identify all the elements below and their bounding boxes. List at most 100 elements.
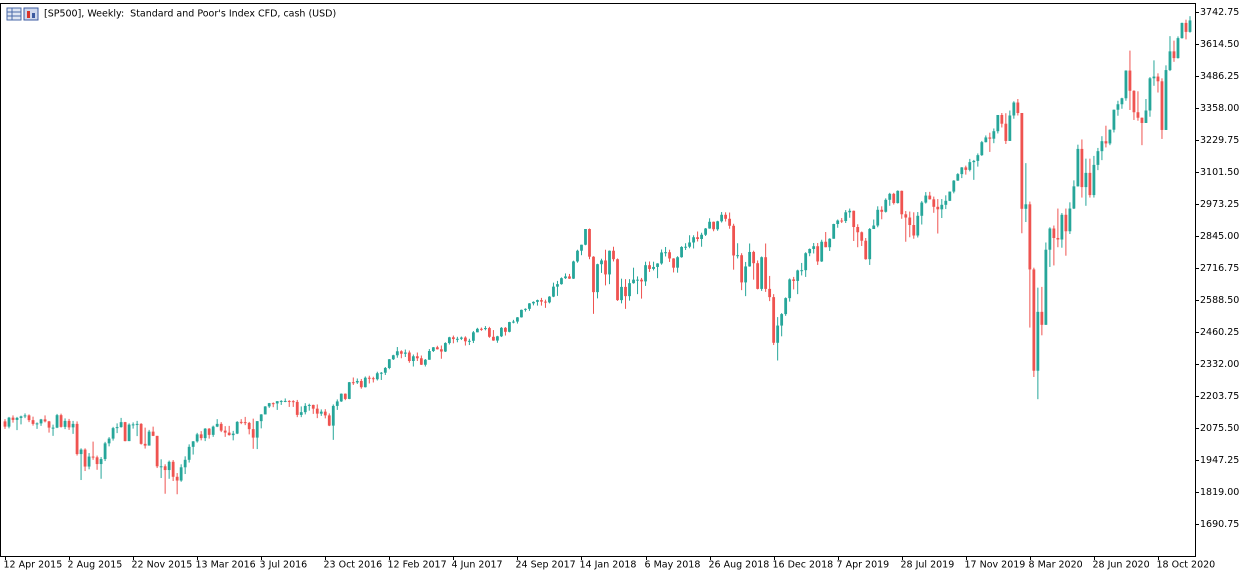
candle-body (159, 466, 163, 468)
candle-body (375, 373, 379, 380)
candle-body (844, 212, 848, 222)
candle-body (171, 461, 175, 477)
candle-body (147, 431, 151, 446)
candle-body (852, 210, 856, 228)
candle-body (191, 441, 195, 447)
candle-body (516, 317, 519, 322)
candle-body (391, 355, 395, 360)
candle-body (916, 215, 920, 236)
candle-body (980, 142, 984, 156)
candle-body (1016, 102, 1020, 113)
candle-body (704, 228, 707, 235)
candle-body (720, 214, 724, 222)
candle-body (131, 424, 135, 426)
candle-body (107, 438, 111, 444)
candle-body (740, 255, 744, 283)
candle-body (580, 244, 583, 251)
candle-body (459, 337, 463, 339)
candle-body (387, 359, 391, 368)
candle-body (876, 209, 880, 226)
candle-body (83, 449, 87, 467)
candle-body (500, 327, 503, 337)
candle-body (63, 420, 67, 427)
candle-body (423, 359, 427, 365)
candle-body (976, 155, 980, 161)
candle-body (255, 421, 259, 438)
candle-body (267, 403, 271, 407)
candle-body (692, 237, 695, 243)
candle-body (888, 193, 892, 200)
candle-body (596, 264, 599, 293)
candle-body (99, 459, 103, 465)
candle-body (295, 401, 299, 415)
candle-body (1108, 129, 1112, 144)
candle-body (207, 428, 211, 435)
candle-body (1140, 117, 1144, 123)
candle-body (311, 404, 315, 409)
candle-body (139, 423, 143, 444)
candle-body (872, 225, 876, 230)
candle-body (339, 393, 343, 402)
candle-body (520, 309, 523, 318)
candle-body (792, 279, 796, 281)
candle-body (824, 241, 828, 248)
x-tick-label: 8 Mar 2020 (1029, 560, 1083, 571)
candle-body (608, 250, 611, 275)
candle-body (443, 343, 447, 352)
y-tick-label: 2332.00 (1200, 359, 1239, 370)
candle-body (664, 252, 667, 254)
candle-body (263, 406, 267, 415)
candle-body (1096, 151, 1100, 165)
icon-bar (32, 13, 35, 18)
chart-icons (6, 7, 39, 21)
candle-body (1128, 70, 1132, 91)
candle-body (123, 422, 127, 442)
candle-body (892, 193, 896, 204)
candle-body (620, 286, 623, 301)
candle-body (27, 415, 31, 421)
y-tick-label: 1690.75 (1200, 519, 1239, 530)
candle-body (732, 225, 736, 256)
candle-body (399, 351, 403, 354)
candle-body (856, 227, 860, 233)
candle-body (764, 257, 768, 289)
candle-body (119, 422, 123, 428)
x-tick-label: 23 Oct 2016 (324, 560, 383, 571)
candle-body (1012, 102, 1016, 116)
x-tick-label: 22 Nov 2015 (132, 560, 193, 571)
candle-body (808, 248, 812, 254)
candle-body (508, 322, 511, 332)
candle-body (1184, 22, 1188, 32)
candle-body (820, 241, 824, 262)
candle-body (167, 461, 171, 471)
candle-body (992, 131, 996, 139)
candle-body (447, 337, 451, 344)
candle-body (676, 257, 679, 268)
candle-body (59, 415, 63, 427)
candle-body (91, 456, 95, 458)
candle-body (896, 190, 900, 204)
candle-body (804, 253, 808, 271)
candle-body (219, 423, 223, 431)
candle-body (1048, 228, 1052, 250)
candle-body (3, 421, 7, 427)
candle-body (928, 195, 932, 200)
candle-body (1112, 109, 1116, 130)
candle-body (51, 427, 55, 429)
y-tick-label: 2203.75 (1200, 391, 1239, 402)
candle-body (187, 446, 191, 460)
candle-body (15, 417, 19, 420)
candle-body (668, 252, 671, 259)
y-tick-label: 2460.25 (1200, 327, 1239, 338)
candle-body (660, 252, 663, 264)
candle-body (604, 260, 607, 275)
candle-body (1132, 90, 1136, 113)
candle-body (564, 276, 567, 279)
candle-body (800, 270, 804, 272)
candle-body (840, 220, 844, 222)
candle-body (271, 403, 275, 405)
candle-body (524, 308, 527, 310)
candle-body (435, 347, 439, 350)
y-tick-label: 3486.25 (1200, 71, 1239, 82)
